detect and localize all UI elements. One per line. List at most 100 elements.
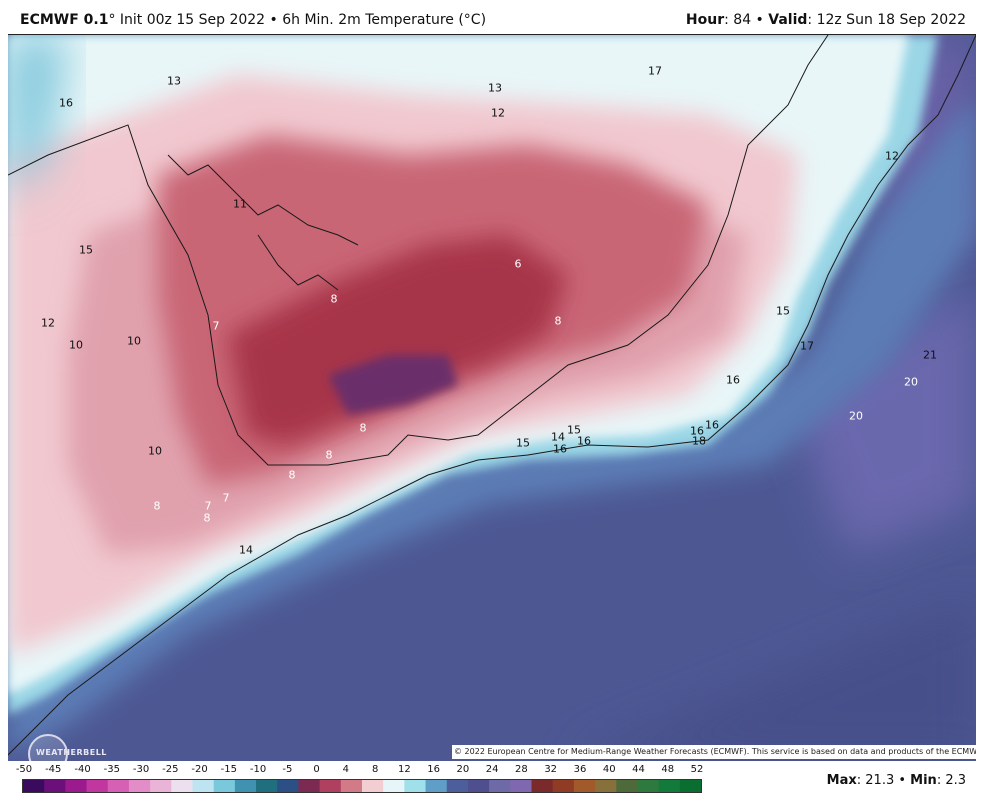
colorbar-swatch [213, 780, 236, 792]
colorbar-tick-label: -15 [220, 764, 237, 775]
logo-ring [28, 734, 68, 761]
hour-label: Hour [685, 12, 725, 28]
colorbar-tick-label: -50 [15, 764, 33, 775]
colorbar-swatch [171, 780, 194, 792]
colorbar-tick-label: 28 [515, 764, 528, 775]
map-value-label: 15 [776, 304, 790, 318]
reservoir-outline-2 [257, 234, 339, 291]
hour-value: : 84 • [724, 12, 769, 28]
state-border-line [8, 35, 829, 466]
colorbar-tick-label: -45 [45, 764, 62, 775]
colorbar-tick-label: 44 [632, 764, 645, 775]
colorbar-swatch [192, 780, 215, 792]
colorbar-swatch [404, 780, 427, 792]
copyright-note: © 2022 European Centre for Medium-Range … [452, 745, 976, 759]
colorbar-swatch [362, 780, 384, 792]
colorbar-tick-label: 52 [690, 764, 704, 775]
reservoir-outline [167, 154, 359, 246]
colorbar-swatch [298, 780, 321, 792]
map-value-label: 16 [705, 418, 719, 432]
map-value-label: 15 [567, 423, 581, 437]
map-value-label: 10 [127, 334, 141, 348]
colorbar-swatch [679, 780, 701, 792]
min-value: : 2.3 [936, 773, 966, 788]
colorbar-tick-label: 0 [313, 764, 320, 775]
map-value-label: 7 [222, 491, 230, 505]
colorbar-tick-label: 32 [544, 764, 558, 775]
colorbar-swatch [510, 780, 533, 792]
ocean-deep [568, 595, 976, 761]
map-value-label: 17 [648, 64, 662, 78]
colorbar-tick-label: -35 [103, 764, 120, 775]
colorbar-swatch [65, 780, 88, 792]
map-value-label: 11 [233, 197, 247, 211]
colorbar-tick-label: 48 [661, 764, 675, 775]
map-value-label: 16 [577, 434, 591, 448]
min-label: Min [910, 773, 937, 788]
colorbar-swatch [44, 780, 66, 792]
map-value-label: 16 [553, 442, 567, 456]
colorbar-swatch [319, 780, 342, 792]
weatherbell-logo: WEATHERBELL [28, 728, 108, 761]
colorbar-tick-label: -20 [191, 764, 208, 775]
coastline [8, 35, 976, 756]
colorbar-swatch [637, 780, 660, 792]
colorbar-tick-label: -25 [162, 764, 179, 775]
header-bar: ECMWF 0.1° Init 00z 15 Sep 2022 • 6h Min… [0, 0, 984, 34]
colorbar-swatch [383, 780, 405, 792]
colorbar-tick-label: 24 [485, 764, 499, 775]
colorbar-tick-label: 8 [371, 764, 379, 775]
colorbar-tick-label: 40 [602, 764, 616, 775]
colorbar-swatch [467, 780, 490, 792]
valid-value: : 12z Sun 18 Sep 2022 [807, 12, 966, 28]
valid-time: Hour: 84 • Valid: 12z Sun 18 Sep 2022 [686, 12, 966, 28]
land-very-cold [228, 235, 568, 445]
colorbar-swatch [23, 780, 45, 792]
map-value-label: 13 [488, 81, 502, 95]
map-value-label: 14 [551, 430, 565, 444]
colorbar-tick-label: -10 [249, 764, 267, 775]
map-value-label: 20 [904, 375, 918, 389]
colorbar-swatch [277, 780, 300, 792]
temperature-map: 13 16 13 12 17 12 11 15 6 8 8 7 12 10 10 15 17 21 20 16 20 8 8… [8, 34, 976, 761]
map-value-label: 7 [204, 499, 212, 513]
max-value: : 21.3 • [856, 773, 911, 788]
colorbar-swatch [616, 780, 639, 792]
colorbar-tick-label: 36 [573, 764, 587, 775]
colorbar-swatch [128, 780, 151, 792]
init-info: ° Init 00z 15 Sep 2022 • 6h Min. 2m Temp… [108, 12, 487, 28]
colorbar-swatch [107, 780, 130, 792]
west-cold-patch [8, 35, 68, 195]
map-value-label: 13 [167, 74, 181, 88]
colorbar-tick-label: 20 [456, 764, 470, 775]
map-value-label: 8 [325, 448, 333, 462]
colorbar-swatch [531, 780, 554, 792]
colorbar-tick-label: -5 [282, 764, 293, 775]
map-value-label: 15 [79, 243, 93, 257]
map-value-label: 15 [516, 436, 530, 450]
coastal-shelf [8, 95, 976, 755]
colorbar-ticks: -50 -45 -40 -35 -30 -25 -20 -15 -10 -5 0 4 8 12 16 20 24… [0, 764, 720, 778]
map-value-label: 8 [203, 511, 211, 525]
map-value-label: 14 [239, 543, 253, 557]
map-value-label: 8 [359, 421, 367, 435]
logo-text: WEATHERBELL [36, 748, 107, 757]
map-value-label: 12 [41, 316, 55, 330]
map-value-label: 16 [726, 373, 740, 387]
map-value-label: 17 [800, 339, 814, 353]
colorbar [22, 779, 702, 793]
colorbar-swatch [489, 780, 511, 792]
colorbar-swatch [446, 780, 469, 792]
map-value-label: 12 [885, 149, 899, 163]
colorbar-swatch [573, 780, 596, 792]
map-value-label: 8 [288, 468, 296, 482]
map-value-label: 20 [849, 409, 863, 423]
coldest-core [328, 355, 458, 415]
map-value-label: 10 [148, 444, 162, 458]
colorbar-swatch [658, 780, 681, 792]
ocean-warm-patch [788, 285, 976, 555]
colorbar-tick-label: 12 [398, 764, 411, 775]
colorbar-tick-label: 4 [342, 764, 350, 775]
colorbar-swatch [234, 780, 257, 792]
colorbar-swatch [256, 780, 278, 792]
